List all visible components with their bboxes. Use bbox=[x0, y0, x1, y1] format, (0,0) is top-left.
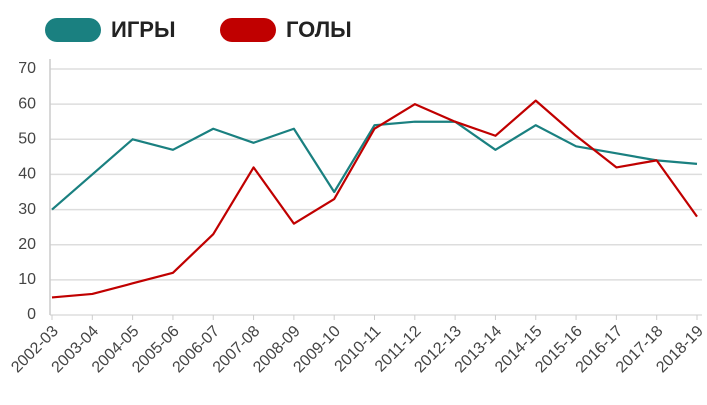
legend-swatch bbox=[45, 18, 101, 42]
y-tick-label: 60 bbox=[18, 95, 36, 112]
legend-label: ГОЛЫ bbox=[286, 17, 352, 42]
y-tick-label: 40 bbox=[18, 166, 36, 183]
legend-swatch bbox=[220, 18, 276, 42]
y-tick-label: 50 bbox=[18, 131, 36, 148]
y-tick-label: 10 bbox=[18, 271, 36, 288]
y-tick-label: 70 bbox=[18, 60, 36, 77]
series-line bbox=[51, 120, 698, 211]
y-tick-label: 20 bbox=[18, 236, 36, 253]
y-tick-label: 30 bbox=[18, 201, 36, 218]
legend-label: ИГРЫ bbox=[111, 17, 176, 42]
y-tick-label: 0 bbox=[27, 306, 36, 323]
series-line bbox=[51, 99, 698, 299]
